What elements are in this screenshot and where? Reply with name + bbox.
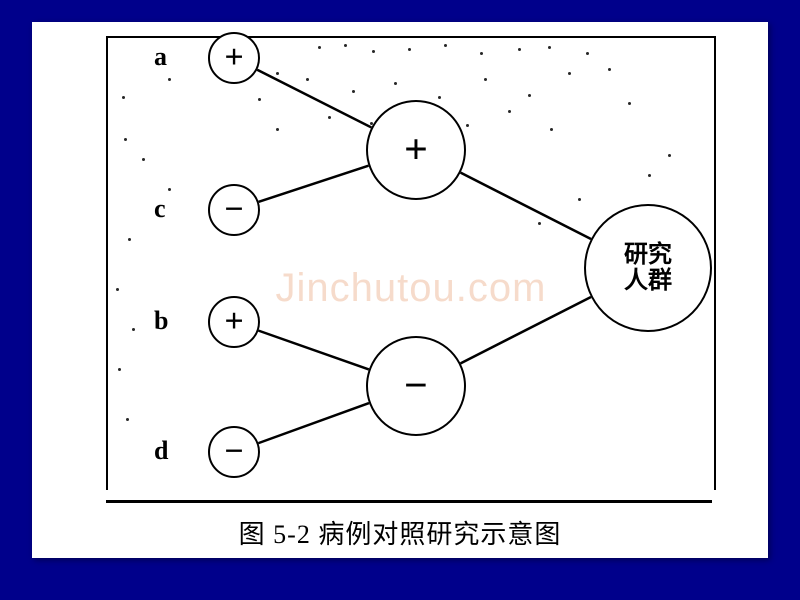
noise-speck (578, 198, 581, 201)
node-leaf-a: + (208, 32, 260, 84)
noise-speck (484, 78, 487, 81)
noise-speck (568, 72, 571, 75)
noise-speck (528, 94, 531, 97)
noise-speck (586, 52, 589, 55)
noise-speck (126, 418, 129, 421)
noise-speck (128, 238, 131, 241)
row-label-a: a (154, 42, 167, 72)
noise-speck (168, 78, 171, 81)
noise-speck (318, 46, 321, 49)
noise-speck (550, 128, 553, 131)
noise-speck (538, 222, 541, 225)
row-label-c: c (154, 194, 166, 224)
noise-speck (548, 46, 551, 49)
noise-speck (648, 174, 651, 177)
noise-speck (508, 110, 511, 113)
symbol-minus: − (224, 435, 243, 469)
noise-speck (276, 72, 279, 75)
slide-frame: Jinchutou.com a c b d + − + − + − 研究人群 图… (32, 22, 768, 558)
node-root: 研究人群 (584, 204, 712, 332)
symbol-plus: + (224, 41, 243, 75)
noise-speck (408, 48, 411, 51)
symbol-minus: − (224, 193, 243, 227)
noise-speck (668, 154, 671, 157)
noise-speck (628, 102, 631, 105)
node-plus-mid: + (366, 100, 466, 200)
noise-speck (124, 138, 127, 141)
noise-speck (394, 82, 397, 85)
noise-speck (122, 96, 125, 99)
symbol-plus: + (404, 129, 428, 171)
noise-speck (608, 68, 611, 71)
noise-speck (444, 44, 447, 47)
noise-speck (142, 158, 145, 161)
noise-speck (328, 116, 331, 119)
noise-speck (118, 368, 121, 371)
noise-speck (438, 96, 441, 99)
noise-speck (276, 128, 279, 131)
noise-speck (518, 48, 521, 51)
noise-speck (116, 288, 119, 291)
diagram-box: Jinchutou.com a c b d + − + − + − 研究人群 (106, 36, 716, 490)
bottom-rule (106, 500, 712, 503)
noise-speck (132, 328, 135, 331)
noise-speck (168, 188, 171, 191)
noise-speck (306, 78, 309, 81)
row-label-d: d (154, 436, 168, 466)
noise-speck (352, 90, 355, 93)
node-leaf-c: − (208, 184, 260, 236)
node-leaf-d: − (208, 426, 260, 478)
node-leaf-b: + (208, 296, 260, 348)
noise-speck (480, 52, 483, 55)
noise-speck (344, 44, 347, 47)
noise-speck (466, 124, 469, 127)
root-label: 研究人群 (624, 242, 672, 295)
figure-caption: 图 5-2 病例对照研究示意图 (42, 514, 758, 551)
slide-inner: Jinchutou.com a c b d + − + − + − 研究人群 图… (42, 28, 758, 552)
row-label-b: b (154, 306, 168, 336)
node-minus-mid: − (366, 336, 466, 436)
symbol-minus: − (404, 365, 428, 407)
noise-speck (258, 98, 261, 101)
symbol-plus: + (224, 305, 243, 339)
noise-speck (372, 50, 375, 53)
